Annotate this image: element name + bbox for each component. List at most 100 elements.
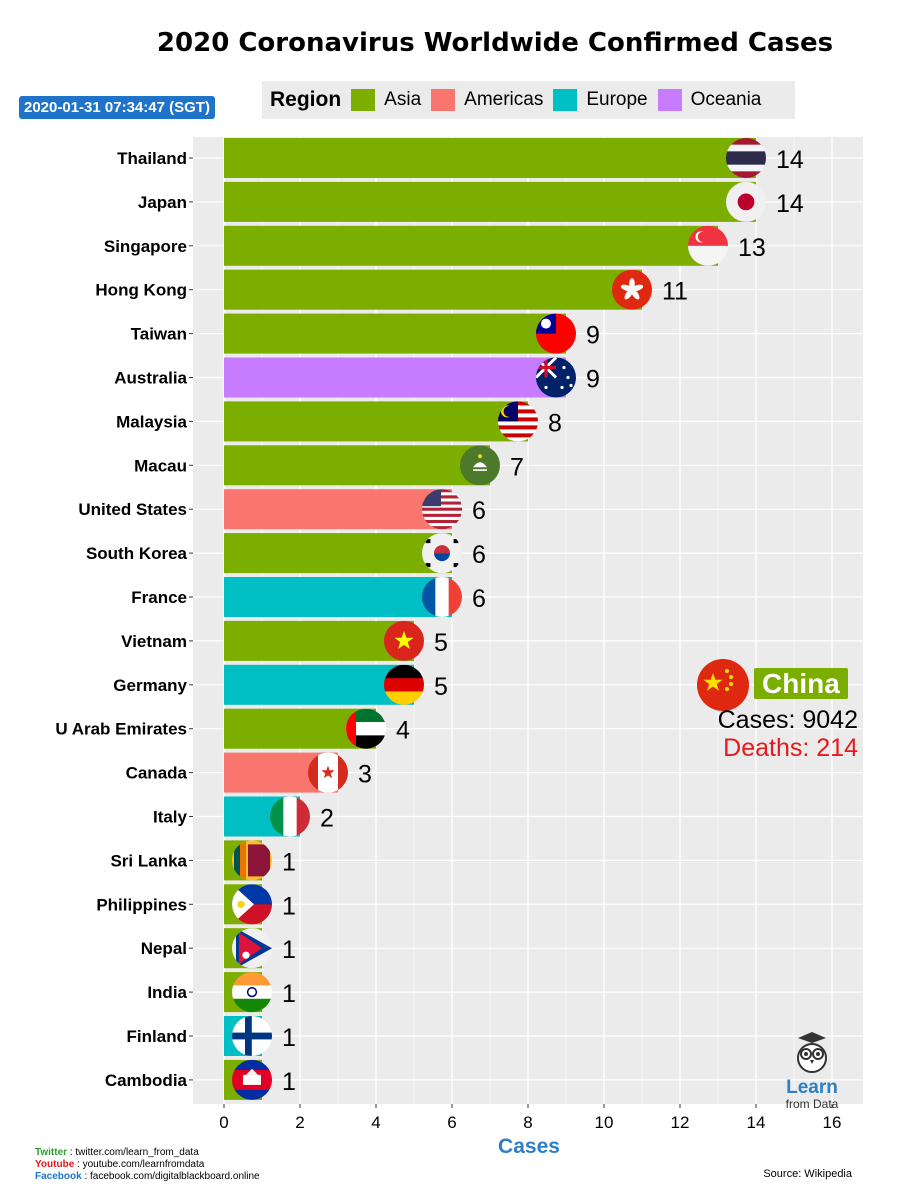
y-tick-label: Taiwan: [131, 325, 187, 344]
legend-item-americas: Americas: [431, 89, 543, 111]
bar-value-label: 7: [510, 453, 524, 481]
bar-usa: [224, 489, 452, 530]
callout-deaths: Deaths: 214: [723, 734, 858, 762]
bar-value-label: 8: [548, 409, 562, 437]
flag-icon-south-korea: [422, 533, 462, 574]
flag-icon-germany: [384, 664, 424, 705]
x-tick-label: 14: [747, 1113, 766, 1132]
flag-icon-taiwan: [536, 313, 576, 354]
bar-germany: [224, 664, 414, 705]
x-tick-label: 12: [671, 1113, 690, 1132]
flag-icon-macau: [460, 445, 500, 486]
facebook-label: Facebook: [35, 1171, 82, 1182]
youtube-link[interactable]: : youtube.com/learnfromdata: [74, 1159, 205, 1170]
flag-icon-usa: [422, 489, 462, 530]
flag-icon-cambodia: [232, 1059, 272, 1100]
bar-south-korea: [224, 533, 452, 574]
y-tick-label: Philippines: [96, 895, 187, 914]
bar-value-label: 6: [472, 585, 486, 613]
flag-icon-france: [422, 577, 462, 617]
legend-swatch-oceania: [657, 89, 682, 111]
bar-vietnam: [224, 620, 414, 661]
chart-title: 2020 Coronavirus Worldwide Confirmed Cas…: [156, 28, 834, 58]
bar-value-label: 1: [282, 1024, 296, 1052]
flag-icon-italy: [270, 796, 310, 837]
legend-swatch-americas: [431, 89, 456, 111]
owl-icon: [797, 1032, 827, 1073]
y-tick-label: Italy: [153, 808, 188, 827]
bar-value-label: 1: [282, 980, 296, 1008]
y-tick-label: Australia: [114, 369, 187, 388]
bar-japan: [224, 181, 756, 222]
bar-malaysia: [224, 401, 528, 442]
bar-taiwan: [224, 313, 566, 354]
y-tick-label: South Korea: [86, 544, 188, 563]
x-tick-label: 6: [447, 1113, 456, 1132]
flag-icon-canada: [308, 752, 348, 793]
bar-singapore: [224, 225, 718, 266]
flag-icon-australia: [536, 357, 576, 398]
flag-icon-nepal: [232, 928, 272, 969]
facebook-link[interactable]: : facebook.com/digitalblackboard.online: [81, 1171, 260, 1182]
learn-from-data-logo: Learn from Data: [776, 1030, 848, 1111]
flag-icon-india: [232, 972, 272, 1013]
logo-line2: from Data: [785, 1097, 839, 1111]
y-tick-label: India: [147, 983, 187, 1002]
legend-swatch-asia: [351, 89, 376, 111]
y-tick-label: Nepal: [141, 939, 187, 958]
flag-icon-finland: [232, 1016, 272, 1056]
x-tick-label: 0: [219, 1113, 228, 1132]
legend-swatch-europe: [553, 89, 578, 111]
bar-value-label: 4: [396, 717, 410, 745]
y-tick-label: Finland: [127, 1027, 187, 1046]
flag-icon-philippines: [232, 884, 272, 925]
y-tick-label: Singapore: [104, 237, 187, 256]
bar-value-label: 9: [586, 322, 600, 350]
bar-value-label: 2: [320, 805, 334, 833]
legend-item-oceania: Oceania: [657, 89, 762, 111]
legend-label-americas: Americas: [464, 89, 544, 110]
bar-value-label: 1: [282, 848, 296, 876]
bar-value-label: 5: [434, 673, 448, 701]
bar-value-label: 14: [776, 146, 804, 174]
social-footer: Twitter : twitter.com/learn_from_data Yo…: [35, 1147, 260, 1183]
legend-label-europe: Europe: [586, 89, 648, 110]
legend-item-asia: Asia: [351, 89, 421, 111]
x-tick-label: 10: [595, 1113, 614, 1132]
flag-icon-sri-lanka: [232, 840, 272, 881]
twitter-label: Twitter: [35, 1147, 68, 1158]
china-flag-icon: [697, 659, 749, 711]
bar-value-label: 9: [586, 366, 600, 394]
y-tick-label: Canada: [126, 764, 188, 783]
flag-icon-singapore: [688, 225, 728, 266]
bar-value-label: 5: [434, 629, 448, 657]
bar-value-label: 14: [776, 190, 804, 218]
x-tick-label: 8: [523, 1113, 532, 1132]
bar-value-label: 1: [282, 892, 296, 920]
flag-icon-uae: [346, 708, 386, 749]
youtube-label: Youtube: [35, 1159, 75, 1170]
y-tick-label: France: [131, 588, 187, 607]
bar-france: [224, 577, 452, 617]
y-tick-label: Thailand: [117, 149, 187, 168]
logo-line1: Learn: [786, 1077, 838, 1098]
bar-hong-kong: [224, 269, 642, 310]
bar-value-label: 6: [472, 497, 486, 525]
legend-item-europe: Europe: [553, 89, 648, 111]
flag-icon-japan: [726, 181, 766, 222]
legend-label-oceania: Oceania: [690, 89, 762, 110]
y-tick-label: United States: [78, 500, 187, 519]
timestamp-badge: 2020-01-31 07:34:47 (SGT): [19, 96, 215, 119]
y-tick-label: Sri Lanka: [110, 851, 187, 870]
bar-value-label: 13: [738, 234, 766, 262]
x-axis-title: Cases: [498, 1135, 560, 1158]
twitter-link[interactable]: : twitter.com/learn_from_data: [67, 1147, 199, 1158]
bar-value-label: 1: [282, 1068, 296, 1096]
y-tick-label: Cambodia: [105, 1071, 188, 1090]
y-tick-label: Macau: [134, 456, 187, 475]
bar-value-label: 6: [472, 541, 486, 569]
x-tick-label: 16: [823, 1113, 842, 1132]
bar-thailand: [224, 138, 756, 178]
flag-icon-vietnam: [384, 620, 424, 661]
bar-australia: [224, 357, 566, 398]
